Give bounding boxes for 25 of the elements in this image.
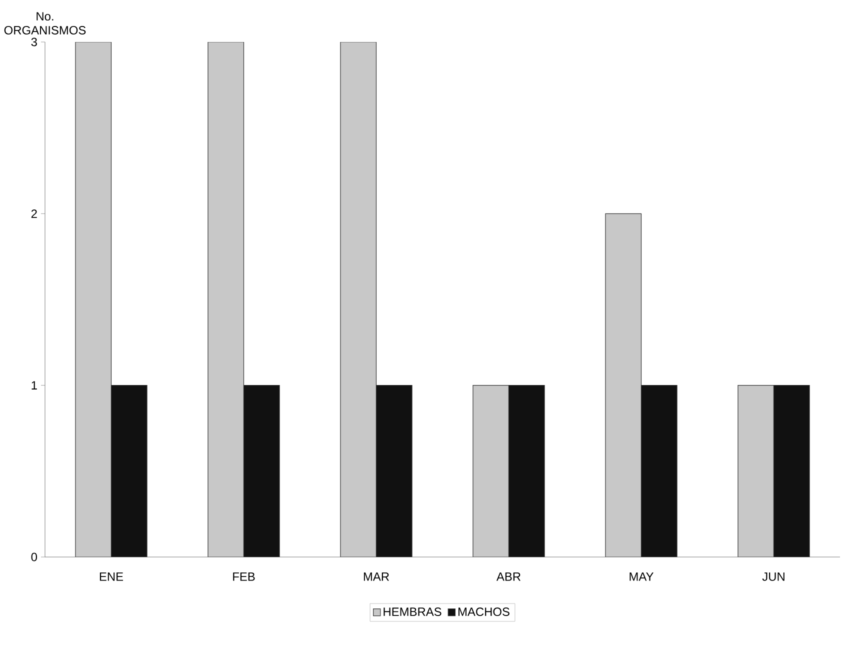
- bar: [110, 385, 148, 557]
- bar: [640, 385, 678, 557]
- bar: [243, 385, 280, 557]
- y-tick-label: 0: [31, 552, 38, 562]
- bar: [340, 42, 377, 557]
- bar: [773, 385, 810, 557]
- bar: [208, 42, 244, 557]
- y-tick-label: 1: [32, 381, 37, 390]
- x-tick-label: JUN: [762, 572, 784, 581]
- bar: [75, 42, 112, 557]
- legend-label: MACHOS: [458, 608, 510, 616]
- x-tick-label: ABR: [496, 572, 520, 581]
- bar: [508, 385, 545, 557]
- x-tick-label: ENE: [100, 572, 124, 581]
- x-tick-label: MAY: [630, 572, 654, 581]
- bar: [472, 385, 510, 557]
- y-axis-title: No. ORGANISMOS: [4, 12, 86, 34]
- bar: [376, 385, 412, 557]
- bar: [605, 213, 642, 557]
- bar: [738, 385, 774, 557]
- y-tick-label: 3: [31, 38, 37, 46]
- y-tick-label: 2: [31, 209, 37, 218]
- x-tick-label: FEB: [233, 572, 255, 581]
- x-tick-label: MAR: [364, 572, 389, 581]
- legend-label: HEMBRAS: [384, 608, 442, 616]
